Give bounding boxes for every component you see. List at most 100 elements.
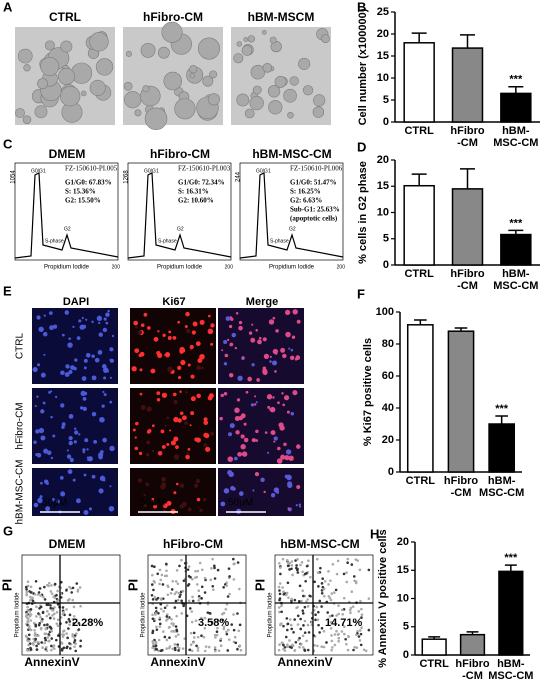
peak-label: G2 — [289, 226, 296, 232]
event-dot — [68, 585, 71, 589]
event-dot — [203, 649, 207, 653]
nucleus — [199, 353, 205, 360]
nucleus — [78, 319, 82, 323]
event-dot — [40, 619, 43, 623]
y-tick-label: 10 — [377, 72, 389, 84]
event-dot — [360, 613, 364, 616]
nucleus — [241, 356, 245, 359]
nucleus — [134, 348, 140, 354]
y-tick-label: 5 — [383, 94, 389, 106]
event-dot — [346, 648, 350, 652]
event-dot — [278, 597, 282, 600]
event-dot — [25, 587, 28, 591]
event-dot — [203, 626, 207, 630]
panel-letter: C — [3, 136, 13, 151]
nucleus — [68, 370, 73, 375]
event-dot — [332, 591, 336, 594]
nucleus — [166, 442, 170, 446]
fluorescence-image — [32, 468, 118, 516]
x-tick-label: CTRL — [419, 658, 449, 670]
event-dot — [336, 559, 340, 563]
histogram-title: hFibro-CM — [150, 147, 210, 161]
event-dot — [367, 597, 371, 600]
event-dot — [292, 630, 295, 634]
event-dot — [337, 639, 340, 643]
scale-bar-label: 50μM — [228, 498, 253, 509]
y-max-label: 1054 — [11, 170, 17, 184]
nucleus — [61, 422, 66, 427]
error-bar — [411, 173, 427, 186]
nucleus — [73, 427, 77, 430]
event-dot — [74, 649, 78, 653]
event-dot — [187, 574, 191, 578]
nucleus — [111, 334, 115, 338]
x-tick-label: hBM- MSC-CM — [493, 268, 539, 292]
bar — [421, 638, 447, 656]
nucleus — [83, 473, 87, 477]
event-dot — [335, 572, 339, 576]
nucleus — [260, 477, 265, 483]
nucleus — [273, 487, 280, 493]
cell-cluster — [197, 37, 221, 60]
event-dot — [50, 644, 53, 648]
event-dot — [200, 634, 203, 638]
peak-label: S-phase — [45, 238, 64, 244]
nucleus — [185, 454, 190, 460]
y-tick-label: 80 — [382, 338, 394, 350]
y-axis-label: Cell number (x100000) — [357, 8, 369, 125]
event-dot — [53, 605, 56, 609]
y-max-label: 244 — [236, 171, 242, 182]
nucleus — [289, 355, 295, 361]
cell-cluster — [23, 64, 31, 72]
nucleus — [248, 331, 253, 335]
nucleus — [203, 417, 208, 422]
nucleus — [203, 443, 208, 447]
x-max-label: 200 — [225, 264, 234, 270]
nucleus — [296, 444, 301, 449]
event-dot — [288, 639, 291, 642]
event-dot — [150, 564, 154, 568]
nucleus — [74, 358, 78, 362]
x-axis-label: Propidium Iodide — [157, 265, 203, 271]
event-dot — [41, 611, 45, 615]
event-dot — [68, 613, 72, 617]
nucleus — [254, 395, 257, 398]
event-dot — [32, 637, 35, 641]
event-dot — [206, 611, 210, 614]
event-dot — [196, 649, 200, 652]
x-tick-label-box: hBM- MSC-CM — [488, 658, 533, 682]
histogram-curve — [14, 172, 119, 259]
x-tick-label-box: hFibro -CM — [455, 658, 489, 682]
nucleus — [202, 498, 207, 502]
nucleus — [109, 400, 113, 404]
event-dot — [75, 582, 79, 585]
nucleus — [200, 366, 204, 370]
nucleus — [173, 399, 178, 405]
nucleus — [192, 321, 198, 327]
event-dot — [34, 579, 38, 583]
error-bar — [460, 34, 475, 49]
nucleus — [257, 339, 262, 345]
event-dot — [340, 630, 344, 633]
event-dot — [73, 639, 77, 642]
cell-cluster — [80, 90, 87, 97]
nucleus — [87, 458, 90, 462]
event-dot — [286, 561, 290, 565]
event-dot — [188, 648, 192, 652]
error-bar — [460, 168, 475, 189]
event-dot — [314, 613, 317, 617]
event-dot — [213, 646, 217, 649]
nucleus — [199, 319, 205, 325]
event-dot — [286, 643, 289, 646]
nucleus — [240, 434, 245, 439]
nucleus — [172, 392, 177, 397]
panel-letter: F — [357, 286, 365, 301]
event-dot — [53, 596, 57, 599]
nucleus — [296, 485, 301, 490]
event-dot — [50, 584, 53, 587]
nucleus — [220, 393, 224, 398]
nucleus — [139, 351, 145, 357]
event-dot — [174, 580, 178, 583]
nucleus — [225, 316, 231, 321]
